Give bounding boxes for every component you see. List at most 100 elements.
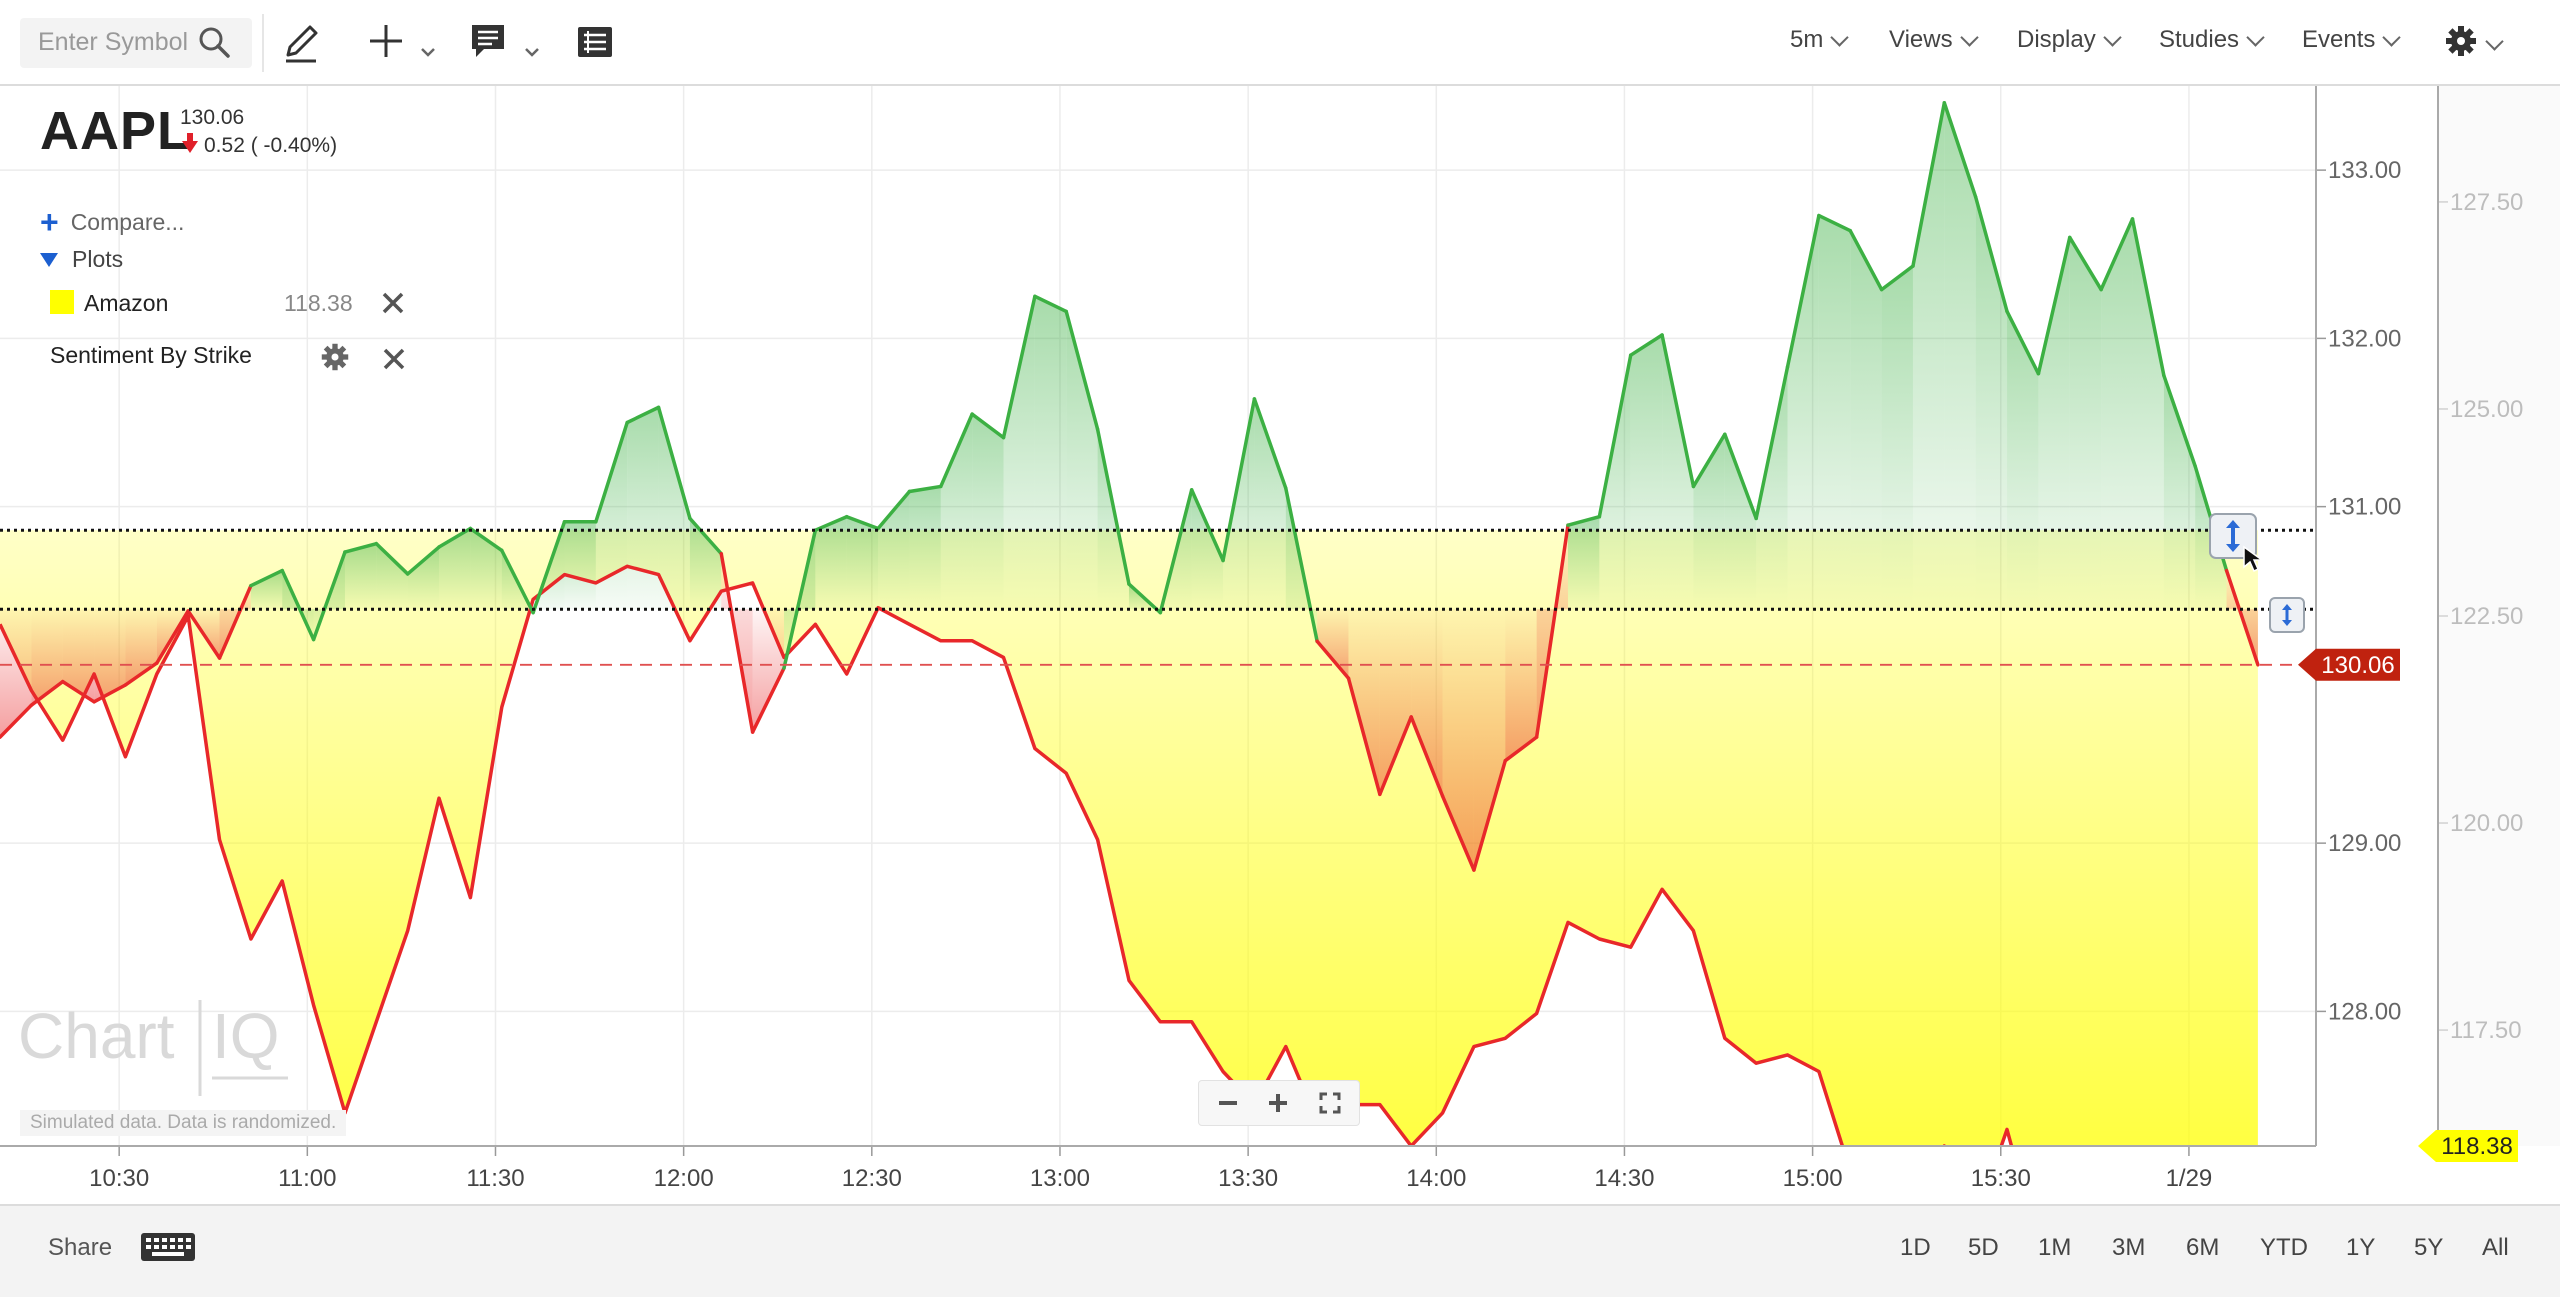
- chevron-down-icon: [1959, 27, 1979, 47]
- price-line-segment: [1660, 333, 1696, 489]
- price-chart[interactable]: 10:30 11:00 11:30 12:00 12:30 13:00 13:30 14:00…: [0, 86, 2560, 1204]
- price-line-segment: [1628, 333, 1664, 357]
- range-5d-button[interactable]: 5D: [1968, 1234, 1999, 1261]
- up-area-segment: [1881, 266, 1913, 610]
- price-line-segment: [437, 526, 473, 549]
- range-1d-button[interactable]: 1D: [1900, 1234, 1931, 1261]
- up-area-segment: [2101, 218, 2133, 610]
- price-line-segment: [2224, 568, 2260, 667]
- zoom-out-minus-icon[interactable]: [1203, 1081, 1253, 1125]
- down-area-segment: [1411, 609, 1443, 797]
- price-line-segment: [1973, 195, 2009, 314]
- price-line-segment: [29, 679, 65, 707]
- compare-label: Compare...: [70, 208, 185, 235]
- keyboard-icon[interactable]: [140, 1232, 196, 1262]
- chevron-down-icon: [2485, 32, 2504, 51]
- symbol-search-box[interactable]: [20, 18, 252, 68]
- price-tag-shape: [2298, 648, 2400, 681]
- price-line-segment: [2068, 235, 2103, 292]
- search-icon[interactable]: [196, 24, 232, 60]
- share-button[interactable]: Share: [48, 1234, 113, 1261]
- up-area-segment: [1818, 215, 1851, 610]
- price-line-segment: [1409, 715, 1445, 798]
- price-series-line: [0, 101, 2260, 872]
- fullscreen-icon[interactable]: [1305, 1081, 1355, 1125]
- price-line-segment: [1723, 432, 1758, 521]
- down-area-segment: [1348, 609, 1380, 795]
- range-5y-button[interactable]: 5Y: [2414, 1234, 2444, 1261]
- y-left-tick-label: 131.00: [2328, 494, 2401, 521]
- remove-study-close-icon[interactable]: [381, 346, 407, 372]
- price-line-segment: [2130, 217, 2166, 378]
- studies-label: Studies: [2159, 26, 2240, 53]
- studies-menu[interactable]: Studies: [2159, 26, 2265, 54]
- settings-menu[interactable]: [2444, 24, 2504, 65]
- views-menu[interactable]: Views: [1889, 26, 1979, 54]
- compare-button[interactable]: + Compare...: [40, 206, 184, 238]
- interval-menu[interactable]: 5m: [1790, 26, 1850, 54]
- price-line-segment: [939, 412, 974, 489]
- add-drawing-plus-icon[interactable]: [366, 18, 440, 66]
- up-area-segment: [940, 414, 973, 610]
- price-line-segment: [2162, 373, 2197, 469]
- simulated-data-note: Simulated data. Data is randomized.: [20, 1110, 347, 1136]
- up-area-segment: [2069, 237, 2102, 610]
- price-line-segment: [468, 526, 504, 553]
- down-area-segment: [1379, 609, 1412, 795]
- axes: 10:30 11:00 11:30 12:00 12:30 13:00 13:30 14:00…: [0, 86, 2560, 1192]
- events-menu[interactable]: Events: [2302, 26, 2402, 54]
- up-area-segment: [1630, 335, 1663, 610]
- x-tick-label: 10:30: [89, 1165, 149, 1192]
- comparison-value: 118.38: [284, 290, 353, 316]
- zoom-in-plus-icon[interactable]: [1253, 1081, 1303, 1125]
- up-area-segment: [1254, 398, 1286, 610]
- range-ytd-button[interactable]: YTD: [2260, 1234, 2308, 1261]
- sentiment-fill: [0, 530, 2258, 1146]
- y-left-tick-label: 128.00: [2328, 998, 2401, 1025]
- symbol-input[interactable]: [38, 26, 198, 58]
- symbol-change-value: 0.52 ( -0.40%): [204, 134, 338, 157]
- range-1y-button[interactable]: 1Y: [2346, 1234, 2376, 1261]
- down-area-segment: [1317, 609, 1349, 679]
- annotation-comment-icon[interactable]: [470, 18, 544, 66]
- views-label: Views: [1889, 26, 1953, 53]
- price-line-segment: [1001, 294, 1037, 440]
- price-line-segment: [311, 550, 347, 642]
- up-area-segment: [1850, 230, 1882, 610]
- price-line-segment: [1566, 514, 1602, 527]
- x-tick-label: 15:00: [1783, 1165, 1843, 1192]
- chart-area[interactable]: 10:30 11:00 11:30 12:00 12:30 13:00 13:30 14:00…: [0, 86, 2560, 1204]
- price-tag-label: 130.06: [2321, 652, 2394, 679]
- price-line-segment: [2099, 217, 2135, 292]
- draw-pencil-icon[interactable]: [278, 18, 324, 66]
- study-name: Sentiment By Strike: [50, 342, 252, 368]
- price-line-segment: [1597, 353, 1633, 519]
- price-tags: 130.06 118.38: [2298, 648, 2518, 1162]
- price-line-segment: [688, 516, 724, 556]
- x-tick-label: 12:30: [842, 1165, 902, 1192]
- study-settings-gear-icon[interactable]: [320, 342, 350, 377]
- y2-axis-background: [2439, 86, 2560, 1146]
- current-price-tag: 130.06: [2298, 648, 2400, 681]
- plots-toggle[interactable]: Plots: [40, 246, 123, 273]
- price-line-segment: [155, 609, 190, 665]
- remove-comparison-close-icon[interactable]: [380, 290, 406, 316]
- comparison-series-line: [0, 564, 2258, 1146]
- symbol-change: 0.52 ( -0.40%): [182, 133, 338, 158]
- table-view-icon[interactable]: [576, 18, 616, 66]
- down-area-segment: [94, 609, 126, 702]
- range-1m-button[interactable]: 1M: [2038, 1234, 2072, 1261]
- up-area-segment: [470, 528, 502, 610]
- price-area-fills: [0, 102, 2258, 871]
- price-line-segment: [1189, 488, 1225, 563]
- price-line-segment: [1033, 294, 1068, 314]
- price-line-segment: [1252, 397, 1288, 490]
- range-all-button[interactable]: All: [2482, 1234, 2509, 1261]
- price-line-segment: [374, 541, 410, 576]
- price-line-segment: [1942, 101, 1978, 199]
- range-3m-button[interactable]: 3M: [2112, 1234, 2146, 1261]
- display-menu[interactable]: Display: [2017, 26, 2122, 54]
- range-6m-button[interactable]: 6M: [2186, 1234, 2220, 1261]
- level-drag-handle-icon[interactable]: [2268, 596, 2306, 639]
- price-line-segment: [1754, 365, 1790, 521]
